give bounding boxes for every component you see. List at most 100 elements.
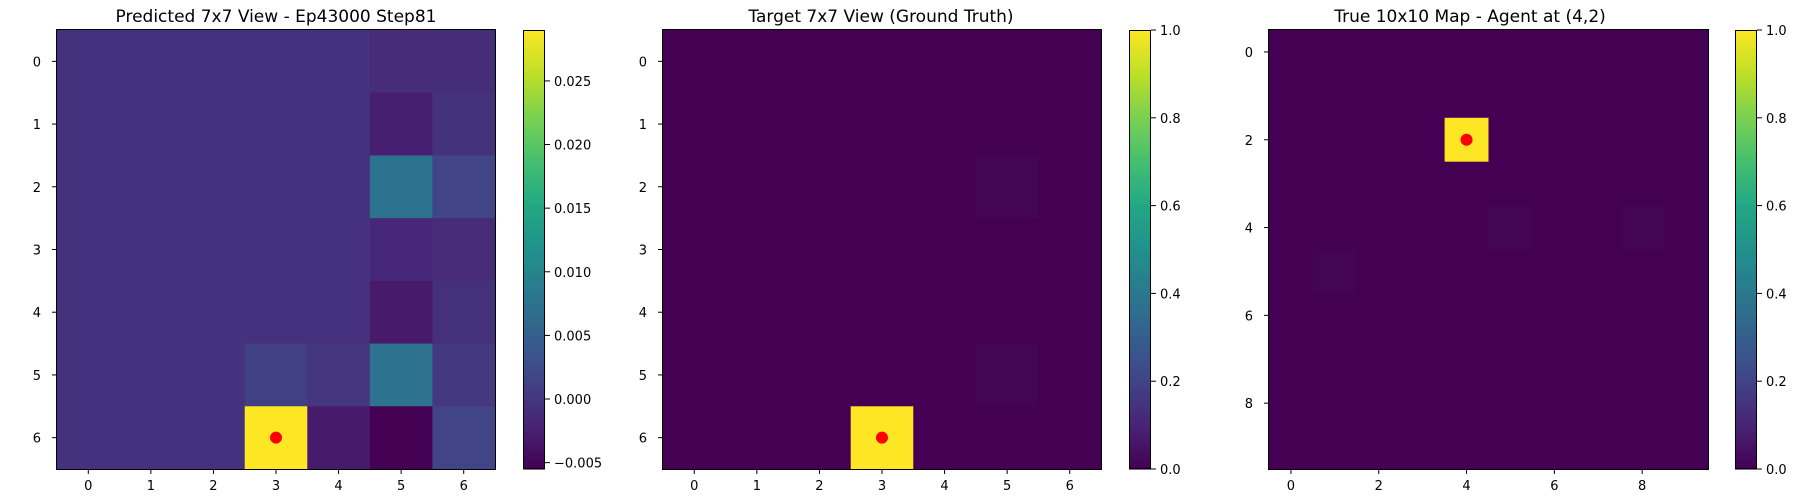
colorbar-gradient-step [523, 81, 545, 86]
colorbar-tick-label: 0.020 [554, 139, 591, 154]
colorbar-gradient-step [1735, 428, 1757, 434]
heatmap-cell [119, 92, 183, 157]
colorbar-gradient-step [523, 461, 545, 466]
heatmap-cell [369, 155, 434, 219]
heatmap-cell [119, 343, 183, 407]
colorbar-gradient-step [1129, 30, 1151, 35]
x-tick-label: 2 [209, 479, 217, 494]
colorbar-gradient-step [1129, 392, 1151, 397]
colorbar-tick-label: 0.2 [1160, 375, 1181, 390]
colorbar-tick-label: 1.0 [1160, 24, 1181, 39]
colorbar-gradient-step [1129, 253, 1151, 258]
heatmap-cell [913, 155, 977, 219]
heatmap-cell [432, 92, 496, 157]
heatmap-cell [307, 30, 371, 94]
colorbar-gradient-step [1735, 201, 1757, 207]
colorbar-gradient-step [1129, 59, 1151, 64]
y-tick-label: 3 [33, 244, 41, 259]
colorbar-gradient-step [523, 311, 545, 316]
heatmap-cell [1664, 205, 1709, 251]
colorbar-gradient-step [523, 326, 545, 331]
colorbar-gradient-step [1129, 48, 1151, 53]
heatmap-cell [1620, 293, 1665, 338]
colorbar-gradient-step [1735, 216, 1757, 221]
heatmap-cell [1620, 161, 1665, 207]
colorbar-gradient-step [1129, 205, 1151, 210]
colorbar-gradient-step [523, 238, 545, 243]
colorbar-gradient-step [1129, 403, 1151, 408]
heatmap-cell [1269, 161, 1314, 207]
panel-predicted-colorbar: 0.025 0.020 0.015 0.010 0.005 0.000 −0.005 [523, 30, 602, 472]
colorbar-gradient-step [1129, 70, 1151, 75]
colorbar-gradient-step [1735, 264, 1757, 269]
colorbar-gradient-step [523, 322, 545, 327]
x-tick-label: 2 [815, 479, 823, 494]
heatmap-cell [663, 92, 727, 157]
colorbar-gradient-step [1735, 147, 1757, 152]
colorbar-gradient-step [1129, 322, 1151, 327]
x-tick-label: 8 [1638, 479, 1646, 494]
heatmap-cell [57, 343, 121, 407]
x-tick-label: 4 [334, 479, 342, 494]
heatmap-cell [1038, 30, 1102, 94]
colorbar-gradient-step [523, 147, 545, 152]
heatmap-cell [1269, 381, 1314, 426]
colorbar-gradient-step [1129, 147, 1151, 152]
colorbar-gradient-step [523, 198, 545, 203]
heatmap-cell [1400, 337, 1446, 382]
colorbar-gradient-step [1735, 384, 1757, 390]
colorbar-gradient-step [523, 30, 545, 35]
heatmap-cell [1532, 337, 1577, 382]
heatmap-cell [307, 280, 371, 345]
colorbar-gradient-step [523, 377, 545, 382]
colorbar-gradient-step [1129, 319, 1151, 324]
colorbar-gradient-step [523, 154, 545, 159]
colorbar-gradient-step [523, 169, 545, 174]
colorbar-gradient-step [1735, 399, 1757, 404]
heatmap-cell [725, 155, 789, 219]
colorbar-gradient-step [1735, 333, 1757, 338]
colorbar-gradient-step [523, 370, 545, 375]
colorbar-gradient-step [1129, 44, 1151, 49]
colorbar-gradient-step [1735, 395, 1757, 401]
y-tick-label: 2 [33, 181, 41, 196]
heatmap-cell [1312, 381, 1358, 426]
colorbar-tick-label: 1.0 [1766, 24, 1787, 39]
heatmap-cell [850, 218, 914, 282]
colorbar-tick-label: 0.8 [1766, 112, 1787, 127]
colorbar-gradient-step [1129, 136, 1151, 141]
colorbar-gradient-step [523, 286, 545, 291]
colorbar-gradient-step [1735, 366, 1757, 371]
colorbar-tick-label: 0.2 [1766, 375, 1787, 390]
colorbar-gradient-step [1129, 406, 1151, 412]
x-tick-label: 2 [1375, 479, 1383, 494]
heatmap-cell [1664, 293, 1709, 338]
colorbar-gradient-step [1735, 44, 1757, 49]
colorbar-gradient-step [523, 275, 545, 280]
colorbar-gradient-step [523, 84, 545, 90]
heatmap-cell [182, 92, 246, 157]
heatmap-cell [1400, 425, 1446, 470]
colorbar-gradient-step [523, 143, 545, 148]
colorbar-gradient-step [1129, 227, 1151, 232]
heatmap-cell [1664, 161, 1709, 207]
heatmap-cell [975, 406, 1040, 470]
heatmap-cell [119, 30, 183, 94]
colorbar-gradient-step [1735, 128, 1757, 134]
heatmap-cell [1488, 30, 1533, 75]
colorbar-gradient-step [1735, 256, 1757, 262]
colorbar-gradient-step [1129, 421, 1151, 426]
colorbar-gradient-step [1735, 30, 1757, 35]
y-tick-label: 3 [639, 244, 647, 259]
heatmap-cell [119, 406, 183, 470]
heatmap-cell [725, 30, 789, 94]
heatmap-cell [788, 280, 852, 345]
colorbar-gradient-step [1735, 351, 1757, 357]
colorbar-gradient-step [1129, 198, 1151, 203]
heatmap-cell [1620, 205, 1665, 251]
colorbar-gradient-step [1735, 92, 1757, 97]
colorbar-gradient-step [1735, 209, 1757, 214]
colorbar-gradient-step [1129, 300, 1151, 305]
x-tick-label: 4 [1462, 479, 1470, 494]
colorbar-gradient-step [1735, 165, 1757, 170]
